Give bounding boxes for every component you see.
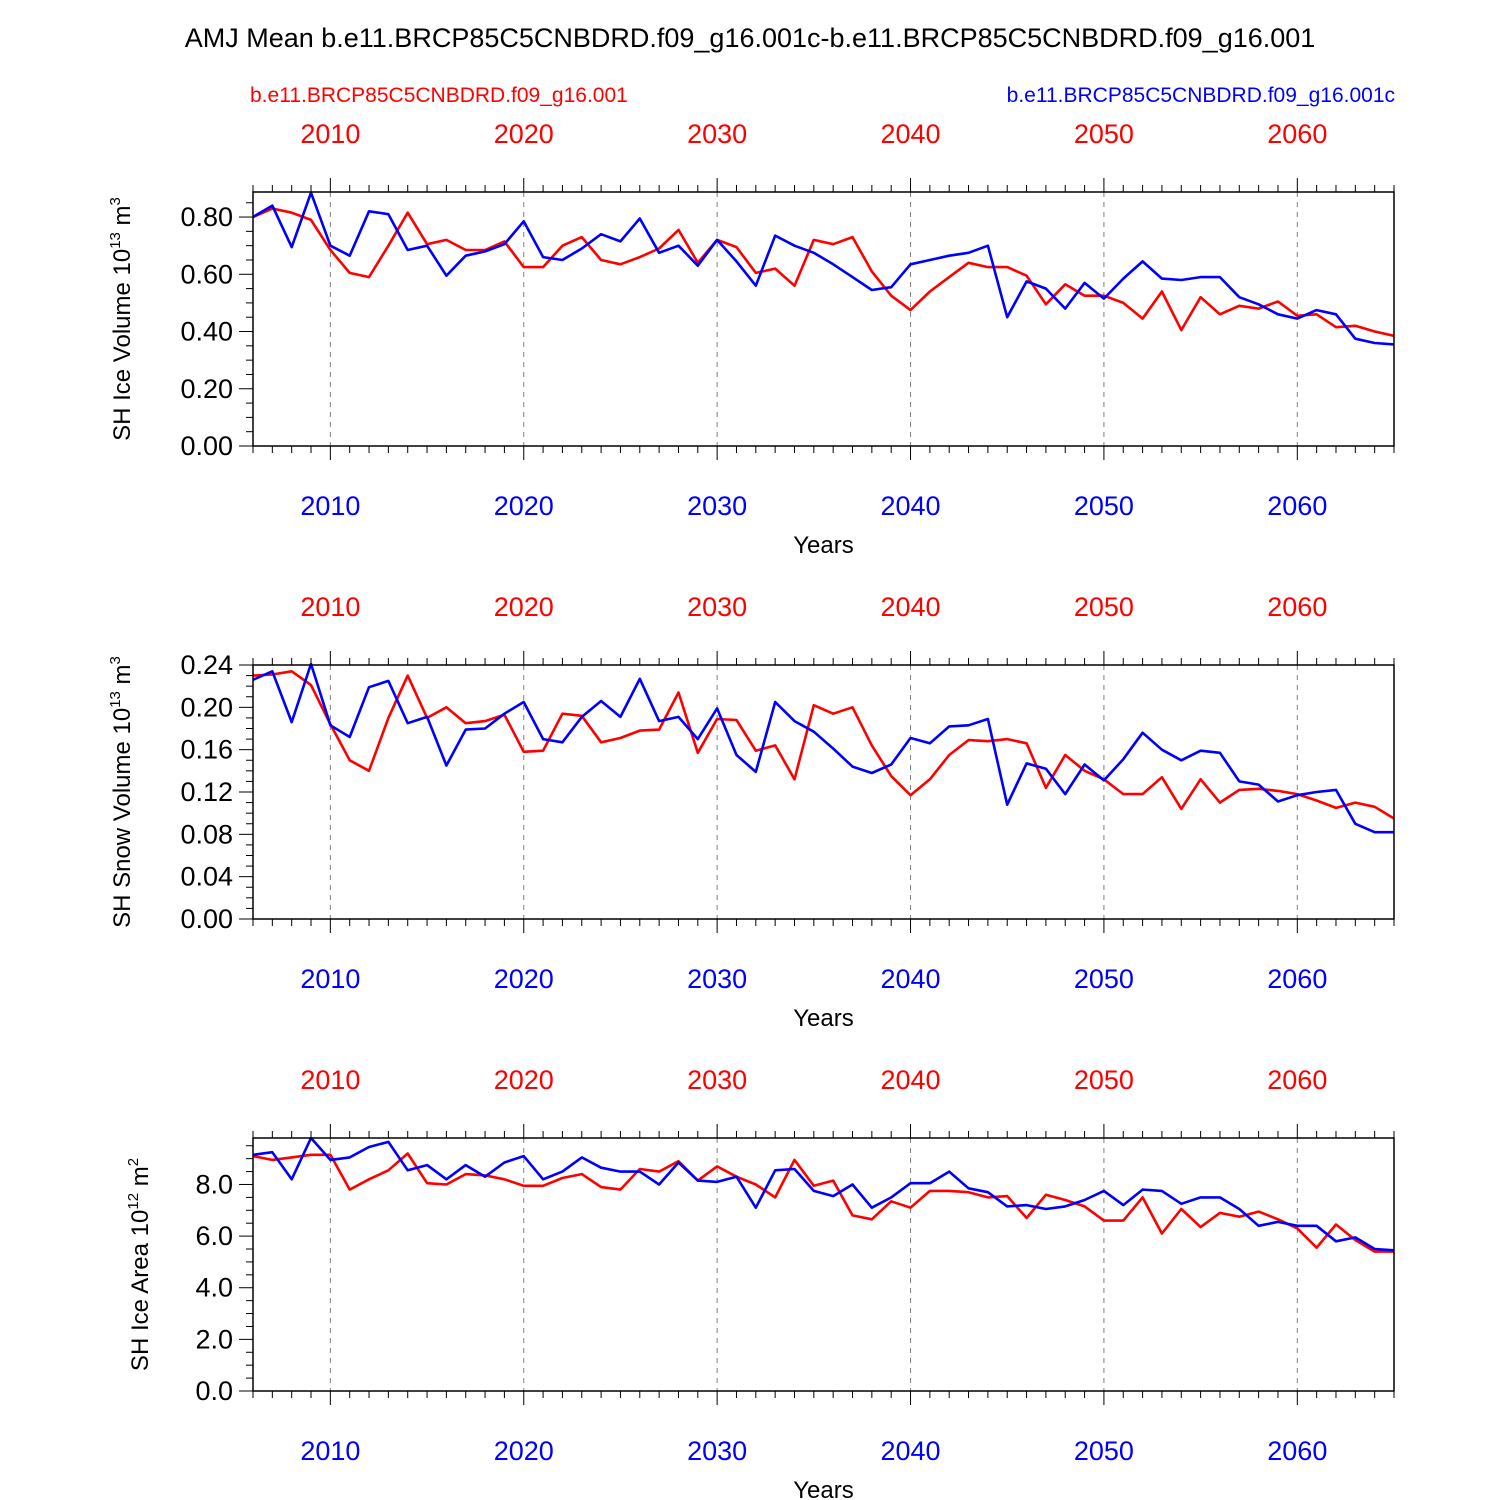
x-tick-label-top: 2060 — [1267, 1065, 1327, 1095]
y-tick-label: 0.40 — [180, 317, 233, 347]
series-line-blue — [252, 662, 1394, 834]
x-tick-label-top: 2020 — [494, 592, 554, 622]
y-tick-label: 0.12 — [180, 777, 233, 807]
series-line-red — [252, 1152, 1394, 1253]
x-tick-label-top: 2010 — [300, 592, 360, 622]
x-tick-label-top: 2050 — [1074, 1065, 1134, 1095]
x-tick-label-top: 2050 — [1074, 119, 1134, 149]
x-tick-label-top: 2030 — [687, 1065, 747, 1095]
x-tick-label-top: 2010 — [300, 119, 360, 149]
x-tick-label-bottom: 2060 — [1267, 1436, 1327, 1466]
legend-left-label: b.e11.BRCP85C5CNBDRD.f09_g16.001 — [250, 84, 628, 107]
x-tick-label-bottom: 2040 — [880, 1436, 940, 1466]
y-axis-title: SH Ice Area 1012 m2 — [125, 1158, 154, 1371]
series-line-red — [252, 207, 1395, 338]
x-tick-label-bottom: 2030 — [687, 491, 747, 521]
series-line-blue — [252, 1136, 1395, 1252]
x-tick-label-bottom: 2050 — [1074, 491, 1134, 521]
legend-right-label: b.e11.BRCP85C5CNBDRD.f09_g16.001c — [1007, 84, 1395, 107]
y-tick-label: 0.00 — [180, 431, 233, 461]
y-tick-label: 0.08 — [180, 819, 233, 849]
x-tick-label-bottom: 2040 — [880, 964, 940, 994]
panel-1: 0.00 0.20 0.40 0.60 0.80 2010 2010 2020 2020 2030… — [107, 119, 1395, 559]
x-tick-label-bottom: 2030 — [687, 1436, 747, 1466]
series-line-blue — [252, 191, 1395, 346]
y-tick-label: 0.24 — [180, 650, 233, 680]
x-tick-label-top: 2040 — [880, 592, 940, 622]
y-tick-label: 0.16 — [180, 735, 233, 765]
x-tick-label-bottom: 2010 — [300, 1436, 360, 1466]
x-tick-label-bottom: 2020 — [494, 1436, 554, 1466]
x-axis-title: Years — [793, 532, 854, 559]
plot-frame — [252, 191, 1395, 447]
x-tick-label-bottom: 2060 — [1267, 491, 1327, 521]
y-tick-label: 0.80 — [180, 202, 233, 232]
x-tick-label-bottom: 2020 — [494, 964, 554, 994]
y-tick-label: 0.20 — [180, 374, 233, 404]
y-tick-label: 0.04 — [180, 862, 233, 892]
y-tick-label: 8.0 — [195, 1169, 233, 1199]
x-tick-label-top: 2040 — [880, 1065, 940, 1095]
x-tick-label-top: 2030 — [687, 592, 747, 622]
x-tick-label-top: 2020 — [494, 119, 554, 149]
figure-title: AMJ Mean b.e11.BRCP85C5CNBDRD.f09_g16.00… — [185, 23, 1316, 53]
x-tick-label-top: 2020 — [494, 1065, 554, 1095]
y-tick-label: 2.0 — [195, 1324, 233, 1354]
plot-frame — [252, 1137, 1395, 1392]
x-axis-title: Years — [793, 1477, 854, 1500]
x-tick-label-top: 2060 — [1267, 592, 1327, 622]
x-tick-label-top: 2060 — [1267, 119, 1327, 149]
x-tick-label-bottom: 2060 — [1267, 964, 1327, 994]
x-tick-label-top: 2050 — [1074, 592, 1134, 622]
y-tick-label: 6.0 — [195, 1221, 233, 1251]
x-tick-label-bottom: 2030 — [687, 964, 747, 994]
panels-group: 0.00 0.20 0.40 0.60 0.80 2010 2010 2020 2020 2030… — [107, 119, 1395, 1500]
x-tick-label-bottom: 2040 — [880, 491, 940, 521]
panel-3: 0.0 2.0 4.0 6.0 8.0 2010 2010 2020 2020 2030 2030 2… — [125, 1065, 1395, 1500]
series-line-red — [252, 669, 1395, 820]
x-tick-label-top: 2030 — [687, 119, 747, 149]
x-tick-label-bottom: 2010 — [300, 491, 360, 521]
x-tick-label-bottom: 2050 — [1074, 1436, 1134, 1466]
plot-frame — [252, 664, 1395, 920]
x-tick-label-bottom: 2050 — [1074, 964, 1134, 994]
x-tick-label-bottom: 2010 — [300, 964, 360, 994]
y-tick-label: 4.0 — [195, 1273, 233, 1303]
y-axis-title: SH Ice Volume 1013 m3 — [107, 197, 136, 441]
y-tick-label: 0.20 — [180, 692, 233, 722]
y-tick-label: 0.0 — [195, 1376, 233, 1406]
y-tick-label: 0.60 — [180, 259, 233, 289]
panel-2: 0.00 0.04 0.08 0.12 0.16 0.20 0.24 2010 2010 2020… — [107, 592, 1395, 1032]
x-tick-label-top: 2040 — [880, 119, 940, 149]
x-axis-title: Years — [793, 1005, 854, 1032]
y-axis-title: SH Snow Volume 1013 m3 — [107, 656, 136, 928]
x-tick-label-top: 2010 — [300, 1065, 360, 1095]
x-tick-label-bottom: 2020 — [494, 491, 554, 521]
y-tick-label: 0.00 — [180, 904, 233, 934]
